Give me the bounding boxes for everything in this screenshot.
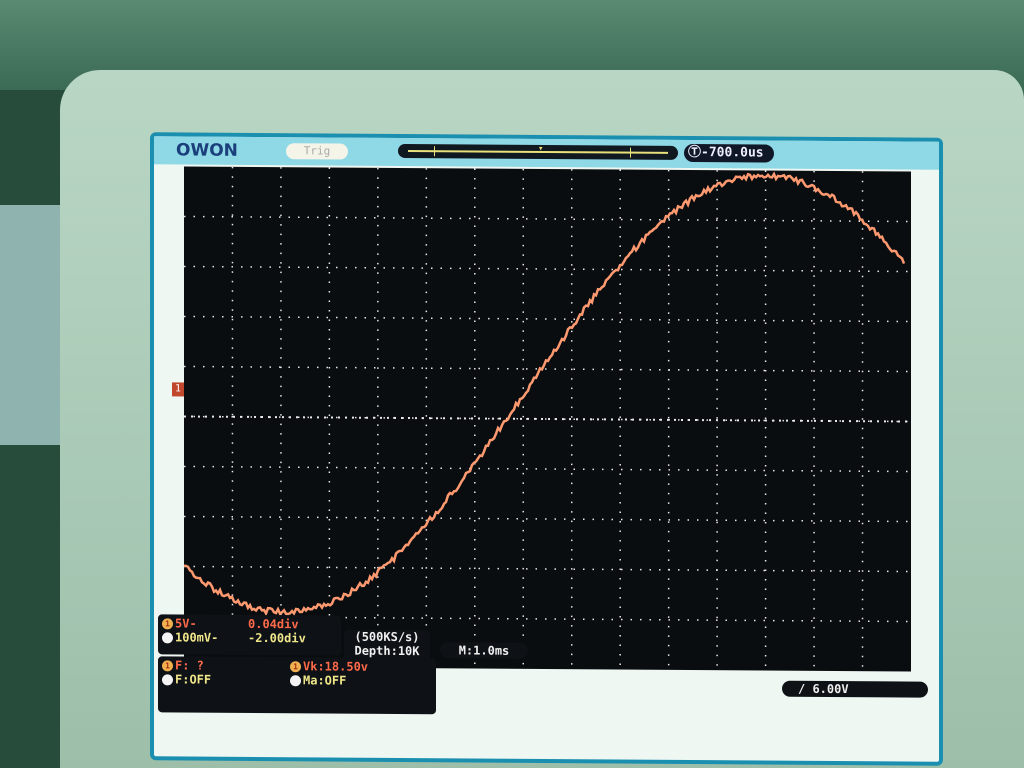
- memory-position-bar: ▾: [398, 144, 678, 160]
- grid-line-horizontal: [184, 516, 911, 521]
- ch2-icon: [162, 632, 173, 643]
- trigger-status: Trig: [286, 143, 348, 159]
- waveform-trace-ch1: [184, 170, 904, 618]
- ch1-icon: 1: [162, 618, 173, 629]
- grid-line-horizontal: [184, 316, 911, 321]
- grid-line-horizontal: [184, 216, 911, 221]
- top-status-bar: OWON Trig ▾ Ⓣ-700.0us: [154, 136, 939, 169]
- trigger-offset-value: -700.0us: [701, 145, 764, 160]
- window-end-tick: [630, 148, 631, 158]
- trigger-level-value: 6.00V: [812, 682, 848, 696]
- ch1-volts-div: 5V-: [175, 616, 197, 630]
- trigger-edge-icon: /: [798, 682, 812, 696]
- oscilloscope-screen: OWON Trig ▾ Ⓣ-700.0us 1 1 5V- 0.04div 100m…: [150, 132, 943, 766]
- grid-line-horizontal: [184, 566, 911, 571]
- grid-line-horizontal: [184, 466, 911, 471]
- channel1-marker: 1: [172, 382, 184, 396]
- trigger-level: / 6.00V: [782, 681, 928, 698]
- sample-rate: (500KS/s): [344, 630, 430, 645]
- center-axis: [184, 416, 911, 421]
- channel-settings-panel: 1 5V- 0.04div 100mV- -2.00div: [158, 614, 341, 655]
- grid-line-horizontal: [184, 366, 911, 371]
- ch2-volts-div: 100mV-: [175, 630, 218, 644]
- grid-line-horizontal: [184, 266, 911, 271]
- waveform-svg: [184, 166, 911, 671]
- ch2-position: -2.00div: [248, 631, 306, 645]
- wall-calendar: [0, 205, 68, 445]
- waveform-display: [184, 166, 911, 671]
- window-start-tick: [434, 146, 435, 156]
- peak-voltage-measure: Vk:18.50v: [303, 659, 368, 673]
- mean-measure: Ma:OFF: [303, 673, 346, 687]
- brand-logo: OWON: [176, 140, 238, 160]
- trigger-offset: Ⓣ-700.0us: [684, 144, 774, 163]
- ch1-freq-icon: 1: [162, 660, 173, 671]
- ch2-frequency: F:OFF: [175, 672, 211, 686]
- trigger-position-icon: ▾: [538, 144, 543, 154]
- timebase: M:1.0ms: [440, 642, 528, 659]
- ch1-measure-icon: 1: [290, 661, 301, 672]
- ch1-position: 0.04div: [248, 617, 299, 631]
- record-depth: Depth:10K: [344, 644, 430, 659]
- measurement-panel: 1 F: ? 1 Vk:18.50v F:OFF Ma:OFF: [158, 656, 436, 714]
- ch1-frequency: F: ?: [175, 658, 204, 672]
- trigger-t-icon: Ⓣ: [688, 145, 701, 160]
- ch2-measure-icon: [290, 675, 301, 686]
- ch2-freq-icon: [162, 674, 173, 685]
